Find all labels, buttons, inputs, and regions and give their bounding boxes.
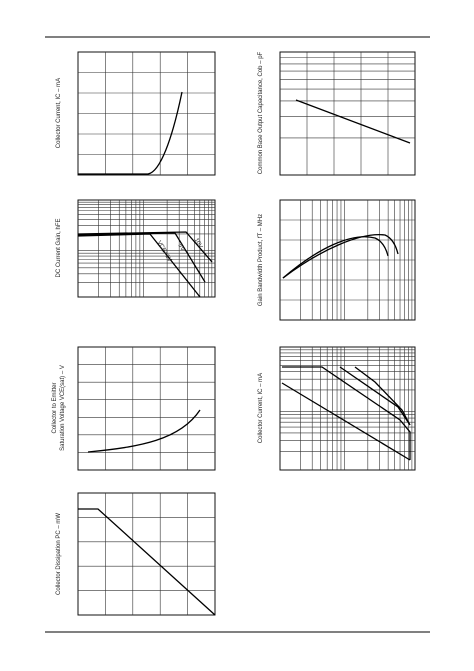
axis-label: Collector to Emitter xyxy=(52,382,58,433)
curve-annotation: VCE=1V xyxy=(155,240,172,263)
curve xyxy=(282,234,399,279)
curve xyxy=(282,366,411,460)
axis-label: Saturation Voltage VCE(sat) – V xyxy=(60,365,66,451)
curve xyxy=(77,232,206,283)
axis-label: Common Base Output Capacitance, Cob – pF xyxy=(258,51,264,174)
plot-frame xyxy=(279,346,416,471)
axis-label: Collector Dissipation PC – mW xyxy=(56,513,62,595)
curve xyxy=(87,409,201,453)
curve xyxy=(78,508,216,616)
plot-frame xyxy=(279,51,416,176)
curve xyxy=(354,366,411,426)
axis-label: DC Current Gain, hFE xyxy=(56,218,62,277)
plot-frame xyxy=(77,199,216,298)
plot-frame xyxy=(77,346,216,471)
plot-frame xyxy=(77,492,216,616)
curve xyxy=(295,99,411,144)
axis-label: Gain Bandwidth Product, fT – MHz xyxy=(258,214,264,306)
curve-annotation: 10V xyxy=(193,237,204,249)
axis-label: Collector Current, IC – mA xyxy=(258,373,264,443)
axis-label: Collector Current, IC – mA xyxy=(56,78,62,148)
curve-annotation: 5V xyxy=(176,243,185,252)
curve xyxy=(282,236,389,279)
curve xyxy=(281,382,411,461)
curve xyxy=(339,366,411,426)
curve xyxy=(78,91,183,175)
curve xyxy=(77,231,213,263)
